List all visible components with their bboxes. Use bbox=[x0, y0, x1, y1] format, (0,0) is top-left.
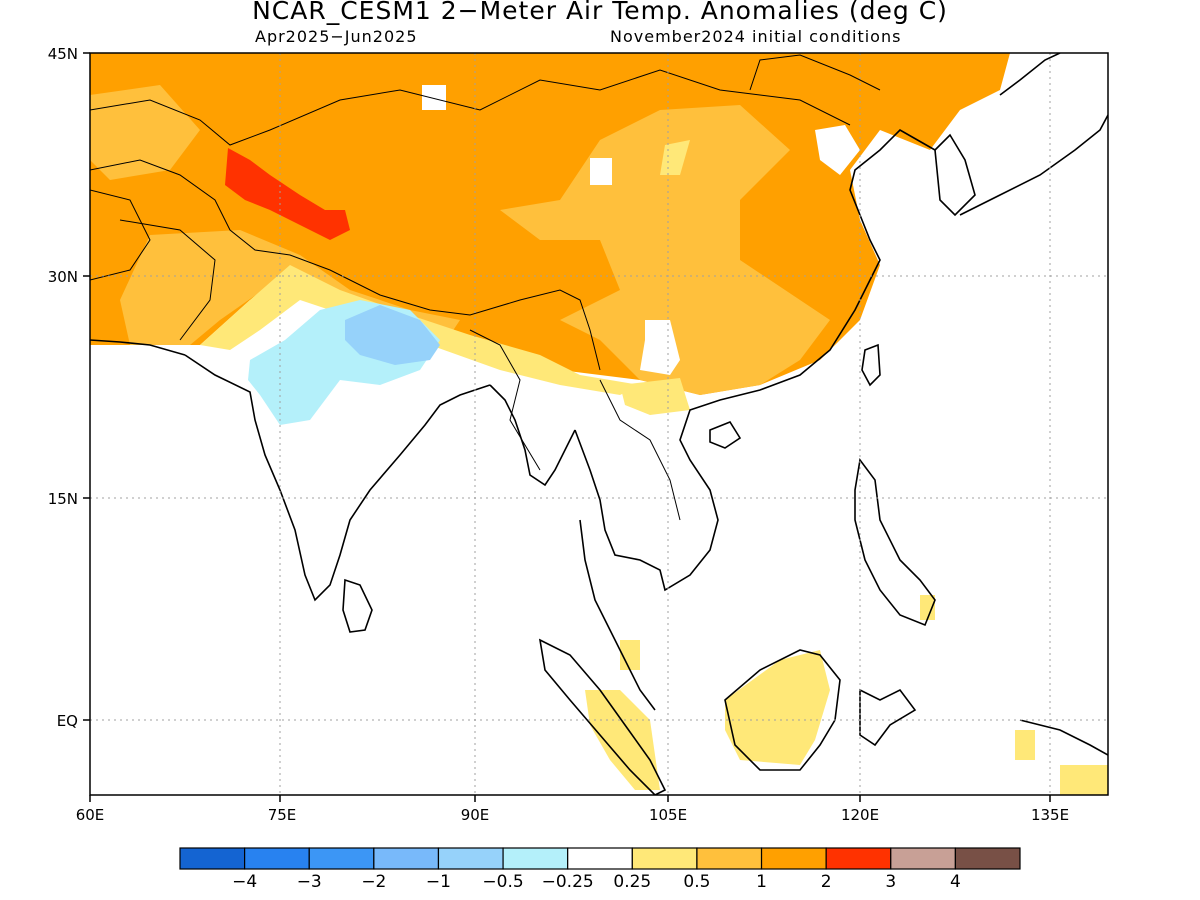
map-frame bbox=[89, 52, 1109, 796]
colorbar-label: 0.5 bbox=[683, 872, 710, 892]
lon-tick-label: 90E bbox=[461, 806, 490, 824]
anomaly-region-light-yellow bbox=[920, 595, 935, 620]
anomaly-region-light-orange bbox=[500, 105, 830, 395]
colorbar-label: 2 bbox=[821, 872, 832, 892]
initial-conditions: November2024 initial conditions bbox=[610, 27, 902, 46]
anomaly-region-light-yellow bbox=[725, 650, 830, 765]
colorbar-swatch bbox=[696, 847, 763, 870]
sri-lanka bbox=[342, 578, 373, 633]
border-line bbox=[119, 219, 216, 341]
colorbar-label: 3 bbox=[885, 872, 896, 892]
lon-tick-label: 75E bbox=[268, 806, 297, 824]
colorbar-labels: −4 −3 −2 −1 −0.5 −0.25 0.25 0.5 1 2 3 4 bbox=[232, 872, 961, 892]
coastlines bbox=[90, 53, 1108, 795]
colorbar bbox=[179, 847, 1021, 870]
lon-tick-label: 135E bbox=[1031, 806, 1069, 824]
colorbar-label: −3 bbox=[297, 872, 322, 892]
malay-peninsula bbox=[579, 519, 656, 711]
colorbar-swatch bbox=[244, 847, 310, 870]
hainan bbox=[709, 421, 742, 449]
lat-tick-label: 15N bbox=[48, 490, 78, 508]
anomaly-gap bbox=[590, 158, 612, 185]
anomaly-gap bbox=[422, 85, 446, 110]
anomaly-field bbox=[90, 53, 1108, 795]
colorbar-label: 0.25 bbox=[613, 872, 651, 892]
colorbar-swatch bbox=[760, 847, 827, 870]
colorbar-swatch bbox=[373, 847, 440, 870]
anomaly-region-light-yellow bbox=[660, 140, 690, 175]
colorbar-label: −1 bbox=[426, 872, 451, 892]
anomaly-gap bbox=[640, 320, 680, 375]
border-line bbox=[749, 54, 881, 91]
colorbar-label: −4 bbox=[232, 872, 257, 892]
korea bbox=[934, 133, 976, 217]
bay-of-bengal-east-coast bbox=[489, 384, 576, 487]
lon-labels: 60E 75E 90E 105E 120E 135E bbox=[76, 806, 1069, 824]
anomaly-gap bbox=[940, 120, 1020, 210]
lat-labels: 45N 30N 15N EQ bbox=[48, 45, 78, 730]
arabian-coast bbox=[90, 339, 186, 356]
lat-tick-label: 30N bbox=[48, 268, 78, 286]
indochina-coast bbox=[574, 214, 881, 592]
taiwan bbox=[861, 343, 881, 387]
colorbar-label: 4 bbox=[950, 872, 961, 892]
colorbar-swatch bbox=[567, 847, 633, 870]
philippines bbox=[854, 458, 936, 627]
border-line bbox=[90, 69, 851, 146]
colorbar-swatch bbox=[825, 847, 892, 870]
colorbar-swatch bbox=[631, 847, 698, 870]
colorbar-swatch bbox=[437, 847, 504, 870]
chart-title: NCAR_CESM1 2−Meter Air Temp. Anomalies (… bbox=[252, 0, 948, 25]
china-east-coast bbox=[849, 129, 936, 216]
anomaly-region-light-yellow bbox=[620, 378, 690, 415]
political-borders bbox=[90, 54, 881, 521]
border-line bbox=[90, 189, 151, 281]
japan bbox=[959, 53, 1108, 216]
lat-tick-label: 45N bbox=[48, 45, 78, 63]
border-line bbox=[90, 159, 601, 371]
axis-ticks bbox=[83, 52, 1051, 802]
anomaly-gap bbox=[815, 125, 860, 175]
anomaly-region-light-yellow bbox=[620, 640, 640, 670]
colorbar-swatch bbox=[954, 847, 1021, 870]
colorbar-swatch bbox=[308, 847, 375, 870]
new-guinea bbox=[1019, 719, 1108, 756]
sulawesi bbox=[859, 688, 917, 747]
lon-tick-label: 105E bbox=[649, 806, 687, 824]
colorbar-swatch bbox=[179, 847, 246, 870]
lat-tick-label: EQ bbox=[57, 712, 78, 730]
lon-tick-label: 60E bbox=[76, 806, 105, 824]
colorbar-label: −2 bbox=[361, 872, 386, 892]
lon-tick-label: 120E bbox=[841, 806, 879, 824]
colorbar-label: −0.5 bbox=[482, 872, 523, 892]
anomaly-region-light-yellow bbox=[585, 690, 660, 790]
colorbar-swatch bbox=[502, 847, 569, 870]
forecast-period: Apr2025−Jun2025 bbox=[255, 27, 418, 46]
anomaly-region-light-yellow bbox=[1015, 730, 1035, 760]
india-coast bbox=[184, 354, 491, 602]
border-line bbox=[599, 379, 681, 521]
anomaly-region-blue bbox=[345, 305, 440, 365]
colorbar-label: 1 bbox=[756, 872, 767, 892]
anomaly-region-light-yellow bbox=[1060, 765, 1108, 795]
border-line bbox=[469, 329, 541, 471]
colorbar-label: −0.25 bbox=[542, 872, 594, 892]
colorbar-swatch bbox=[890, 847, 956, 870]
anomaly-region-red bbox=[225, 148, 350, 240]
sumatra bbox=[538, 638, 667, 795]
graticule bbox=[90, 53, 1108, 795]
